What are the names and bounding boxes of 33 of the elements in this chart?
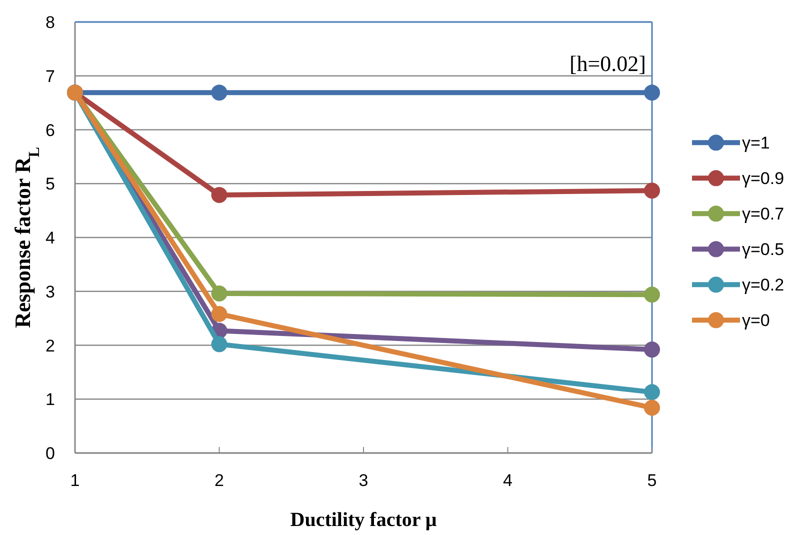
- point: [211, 84, 228, 101]
- point: [211, 306, 228, 322]
- legend-label: γ=0.9: [742, 169, 784, 188]
- y-tick-label: 0: [46, 444, 55, 463]
- legend-label: γ=0: [742, 311, 770, 330]
- x-tick-label: 2: [214, 471, 224, 490]
- y-tick-label: 3: [46, 282, 55, 302]
- x-tick-label: 3: [358, 471, 368, 490]
- point: [644, 342, 660, 358]
- y-tick-label: 8: [46, 13, 55, 32]
- point: [211, 336, 228, 352]
- y-tick-label: 4: [46, 228, 55, 248]
- point: [211, 186, 228, 203]
- x-tick-label: 5: [647, 471, 657, 490]
- point: [644, 384, 660, 400]
- point: [644, 84, 660, 101]
- y-tick-label: 5: [46, 174, 55, 194]
- y-tick-label: 6: [46, 120, 55, 140]
- point: [644, 182, 660, 199]
- y-tick-label: 1: [46, 390, 55, 410]
- point: [644, 400, 660, 416]
- y-tick-label: 2: [46, 336, 55, 356]
- legend-label: γ=1: [742, 134, 770, 153]
- legend-label: γ=0.7: [742, 204, 784, 224]
- legend-label: γ=0.2: [742, 276, 784, 295]
- point: [211, 286, 228, 302]
- point: [644, 286, 660, 303]
- x-axis-title: Ductility factor μ: [290, 509, 438, 531]
- annotation: [h=0.02]: [569, 51, 646, 76]
- legend-label: γ=0.5: [742, 240, 784, 260]
- y-tick-label: 7: [46, 66, 55, 86]
- x-tick-label: 4: [503, 471, 512, 490]
- x-tick-label: 1: [70, 471, 80, 490]
